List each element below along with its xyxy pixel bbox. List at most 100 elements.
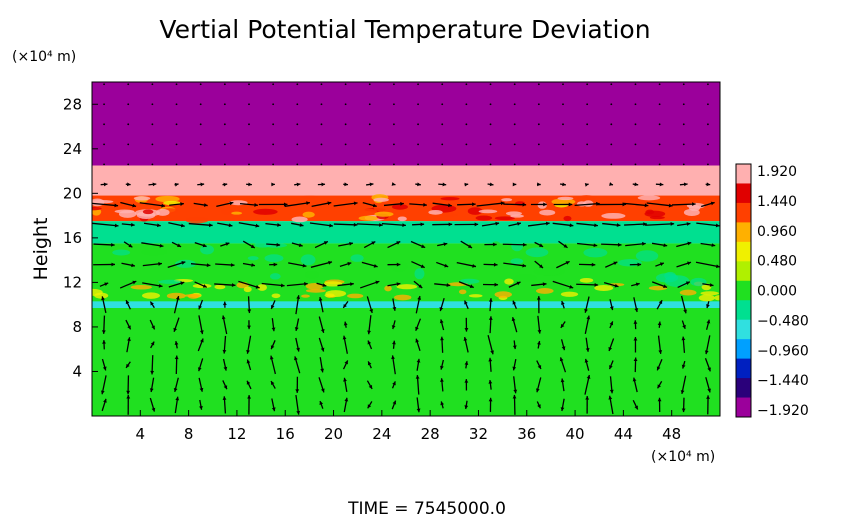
wind-dot <box>537 83 540 86</box>
wind-dot <box>610 163 613 166</box>
wind-arrow <box>608 338 615 352</box>
wind-arrow <box>198 315 204 335</box>
wind-dot <box>151 123 154 126</box>
wind-arrow <box>464 361 469 369</box>
wind-dot <box>707 123 709 126</box>
warm-patch <box>291 216 308 223</box>
warm-patch <box>535 288 554 294</box>
warm-patch <box>373 204 389 212</box>
wind-arrow <box>585 396 590 414</box>
wind-arrow <box>602 222 621 227</box>
wind-arrow <box>631 282 640 287</box>
wind-arrow <box>362 201 377 208</box>
wind-arrow <box>535 377 542 393</box>
colorbar-swatch <box>736 319 751 340</box>
colorbar-swatch <box>736 300 751 321</box>
wind-arrow <box>271 318 276 332</box>
wind-arrow <box>463 336 469 353</box>
wind-arrow <box>464 400 469 410</box>
wind-arrow <box>311 201 332 208</box>
wind-arrow <box>603 282 619 288</box>
warm-patch <box>133 196 151 201</box>
wind-arrow <box>558 240 568 249</box>
wind-arrow <box>704 335 711 355</box>
colorbar-swatch <box>736 241 751 262</box>
wind-dot <box>103 163 105 166</box>
wind-dot <box>586 123 589 126</box>
wind-dot <box>513 103 516 106</box>
wind-arrow <box>671 202 696 207</box>
wind-arrow <box>366 182 374 187</box>
wind-arrow <box>512 359 517 371</box>
wind-arrow <box>483 282 499 287</box>
wind-arrow <box>632 182 639 187</box>
cool-patch <box>269 273 281 280</box>
region-3 <box>92 221 720 244</box>
wind-arrow <box>534 260 544 269</box>
time-footer: TIME = 7545000.0 <box>347 499 506 519</box>
wind-arrow <box>609 321 614 329</box>
wind-dot <box>175 83 178 86</box>
wind-dot <box>707 163 709 166</box>
wind-dot <box>658 83 661 86</box>
warm-patch <box>505 211 522 216</box>
wind-arrow <box>319 357 325 373</box>
wind-arrow <box>609 299 614 311</box>
wind-arrow <box>173 295 180 314</box>
wind-dot <box>393 123 395 126</box>
wind-arrow <box>342 335 348 354</box>
wind-dot <box>562 163 564 166</box>
wind-arrow <box>216 201 234 208</box>
wind-arrow <box>198 377 204 392</box>
wind-arrow <box>436 261 449 268</box>
wind-arrow <box>584 374 591 395</box>
wind-arrow <box>392 298 397 311</box>
wind-dot <box>658 143 661 146</box>
warm-patch <box>155 208 170 216</box>
warm-patch <box>302 211 315 218</box>
wind-arrow <box>657 397 662 412</box>
warm-patch <box>166 292 186 299</box>
warm-patch <box>458 289 467 295</box>
wind-arrow <box>238 280 260 289</box>
wind-dot <box>272 143 275 146</box>
x-tick-label: 24 <box>372 425 391 443</box>
wind-arrow <box>363 240 376 249</box>
cool-patch <box>158 279 183 284</box>
warm-patch <box>142 292 160 299</box>
wind-dot <box>513 143 516 146</box>
wind-dot <box>610 83 613 86</box>
wind-arrow <box>680 375 687 395</box>
wind-arrow <box>100 182 108 187</box>
wind-arrow <box>143 222 161 228</box>
plot-frame <box>91 81 721 417</box>
y-tick-label: 24 <box>63 140 82 158</box>
cool-patch <box>635 250 659 262</box>
wind-arrow <box>101 398 107 412</box>
warm-patch <box>557 196 574 201</box>
region-6 <box>92 308 720 416</box>
wind-dot <box>441 123 444 126</box>
wind-dot <box>610 103 613 106</box>
wind-dot <box>634 123 637 126</box>
wind-arrow <box>343 397 349 413</box>
wind-arrow <box>150 341 155 349</box>
wind-arrow <box>314 240 329 249</box>
wind-arrow <box>125 299 131 310</box>
wind-arrow <box>560 321 566 329</box>
wind-arrow <box>632 399 639 410</box>
colorbar-label: 1.920 <box>757 164 797 180</box>
warm-patch <box>142 209 154 215</box>
wind-arrow <box>339 262 352 267</box>
region-1 <box>92 165 720 196</box>
warm-patch <box>440 197 460 201</box>
wind-arrow <box>439 319 445 331</box>
wind-arrow <box>608 395 614 415</box>
wind-arrow <box>633 357 638 373</box>
wind-dot <box>248 83 250 86</box>
wind-vector-field <box>92 83 720 415</box>
wind-arrow <box>101 315 106 334</box>
wind-dot <box>296 123 299 126</box>
warm-patch <box>714 295 720 301</box>
wind-dot <box>103 143 105 146</box>
